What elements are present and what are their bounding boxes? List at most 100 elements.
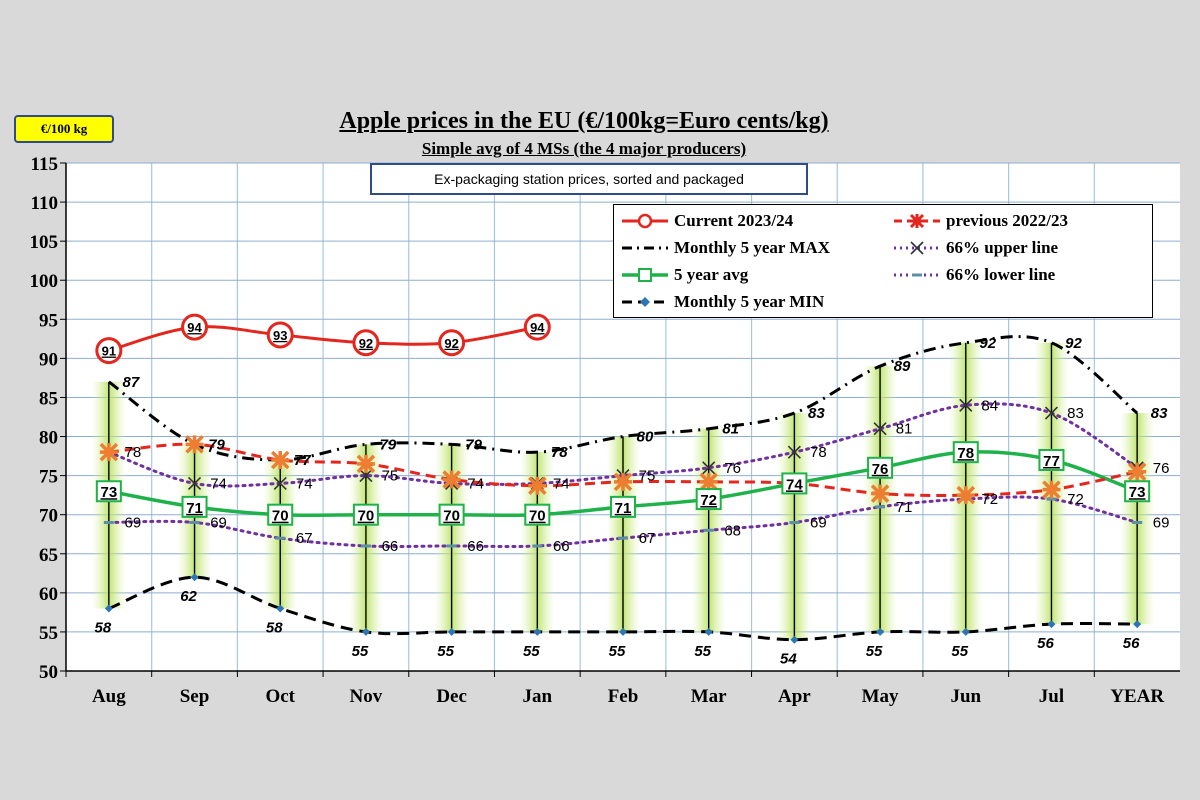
x-tick-label: Jan — [523, 686, 553, 707]
y-tick-label: 60 — [39, 584, 58, 605]
data-label-avg: 73 — [1129, 484, 1146, 501]
chart-title: Apple prices in the EU (€/100kg=Euro cen… — [339, 108, 829, 134]
point-min — [104, 604, 113, 613]
legend-item-max: Monthly 5 year MAX — [620, 235, 830, 261]
x-tick-label: Oct — [265, 686, 295, 707]
data-label-upper66: 76 — [1153, 460, 1170, 477]
point-upper66 — [187, 476, 202, 490]
data-label-upper66: 81 — [896, 421, 913, 438]
legend-label-lower66: 66% lower line — [946, 265, 1056, 284]
data-label-min: 56 — [1037, 635, 1054, 652]
data-label-max: 80 — [637, 429, 654, 446]
point-current — [266, 321, 294, 349]
x-tick-label: Sep — [180, 686, 210, 707]
point-min — [619, 627, 627, 636]
x-tick-label: Jun — [950, 686, 981, 707]
point-upper66 — [1044, 406, 1059, 420]
data-label-max: 81 — [722, 421, 739, 438]
data-label-avg: 77 — [1043, 453, 1060, 470]
point-previous — [1127, 462, 1147, 481]
legend-label-upper66: 66% upper line — [946, 238, 1059, 257]
data-label-upper66: 76 — [724, 460, 741, 477]
data-label-upper66: 74 — [553, 475, 570, 492]
point-avg — [952, 441, 979, 464]
data-label-avg: 73 — [101, 484, 118, 501]
point-avg — [524, 503, 551, 526]
x-tick-label: Dec — [436, 686, 467, 707]
point-previous — [956, 485, 976, 505]
data-label-max: 79 — [380, 436, 397, 453]
y-tick-label: 80 — [39, 428, 58, 449]
point-current — [181, 313, 209, 341]
x-tick-label: Jul — [1039, 686, 1064, 707]
data-label-avg: 70 — [358, 508, 375, 525]
data-label-lower66: 71 — [896, 499, 913, 516]
point-previous — [270, 450, 290, 470]
x-tick-label: Feb — [608, 686, 639, 707]
point-avg — [181, 495, 208, 518]
point-upper66 — [873, 422, 887, 436]
legend-item-avg: 5 year avg — [620, 262, 748, 288]
data-label-avg: 72 — [700, 492, 717, 509]
data-label-min: 58 — [266, 619, 283, 636]
legend-label-current: Current 2023/24 — [674, 211, 794, 230]
data-label-min: 58 — [95, 619, 112, 636]
point-avg — [267, 503, 294, 526]
y-tick-label: 100 — [30, 271, 59, 292]
data-label-min: 55 — [866, 643, 883, 660]
point-min — [533, 627, 542, 636]
data-label-min: 55 — [951, 643, 968, 660]
data-label-lower66: 69 — [1153, 515, 1170, 532]
data-label-max: 87 — [123, 374, 140, 391]
point-previous — [99, 442, 119, 462]
point-previous — [356, 454, 376, 474]
point-avg — [438, 503, 465, 526]
data-label-avg: 70 — [443, 508, 460, 525]
data-label-current: 91 — [102, 344, 116, 359]
data-label-max: 92 — [979, 335, 996, 352]
data-label-lower66: 72 — [981, 491, 998, 508]
legend-item-min: Monthly 5 year MIN — [620, 289, 824, 315]
data-label-avg: 71 — [186, 500, 203, 517]
data-label-upper66: 74 — [296, 475, 313, 492]
data-label-avg: 71 — [615, 500, 632, 517]
data-label-current: 92 — [359, 336, 373, 351]
data-label-avg: 78 — [957, 445, 974, 462]
point-upper66 — [787, 445, 801, 459]
legend-marker-min-icon — [622, 297, 668, 307]
data-label-max: 79 — [208, 436, 225, 453]
data-label-upper66: 75 — [639, 468, 656, 485]
data-label-max: 78 — [551, 444, 568, 461]
data-label-lower66: 66 — [382, 538, 399, 555]
x-tick-label: Apr — [778, 686, 811, 707]
point-min — [790, 635, 799, 644]
data-label-min: 55 — [523, 643, 540, 660]
data-label-current: 93 — [273, 328, 287, 343]
legend-marker-max-icon — [622, 246, 668, 250]
data-label-upper66: 83 — [1067, 405, 1084, 422]
data-label-avg: 70 — [272, 508, 289, 525]
x-tick-label: YEAR — [1110, 686, 1164, 707]
legend: Current 2023/24 previous 2022/23 Monthly… — [613, 204, 1153, 318]
point-avg — [1124, 480, 1151, 503]
point-upper66 — [702, 461, 716, 475]
data-label-avg: 76 — [872, 461, 889, 478]
point-min — [447, 627, 456, 636]
point-min — [190, 573, 199, 582]
point-previous — [699, 472, 718, 492]
legend-marker-current-icon — [622, 213, 668, 229]
point-current — [523, 313, 551, 341]
point-current — [438, 329, 466, 357]
data-label-lower66: 67 — [296, 530, 313, 547]
data-label-avg: 74 — [786, 476, 803, 493]
x-tick-label: Aug — [92, 686, 126, 707]
y-tick-label: 85 — [39, 388, 58, 409]
data-label-min: 54 — [780, 651, 797, 668]
point-avg — [95, 480, 122, 503]
y-tick-label: 75 — [39, 467, 58, 488]
point-avg — [352, 503, 379, 526]
point-previous — [528, 476, 547, 496]
data-label-max: 83 — [808, 405, 825, 422]
